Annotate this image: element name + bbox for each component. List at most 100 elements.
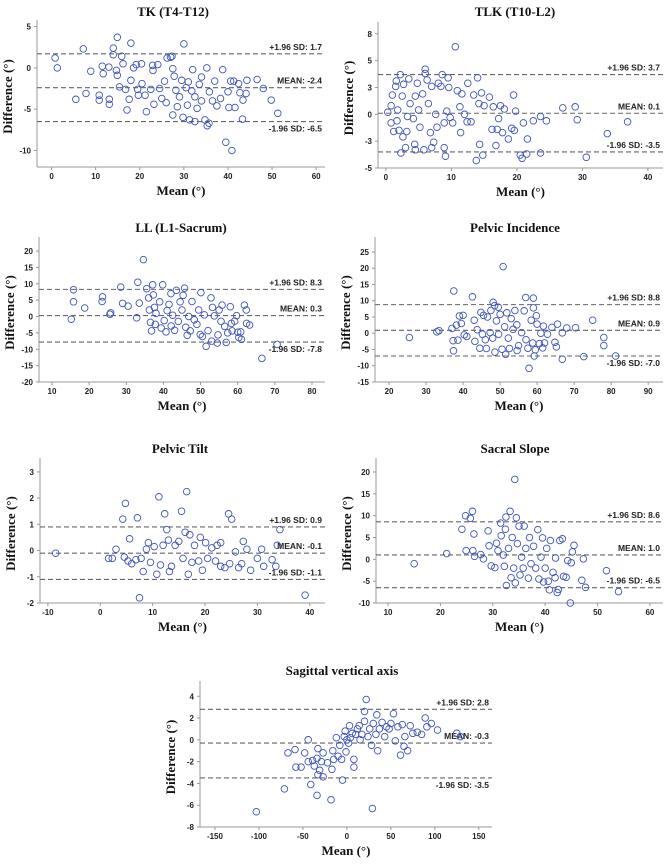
data-point [292, 763, 300, 771]
data-point [246, 566, 255, 574]
data-point [345, 721, 354, 730]
data-point [566, 599, 575, 607]
data-point [535, 575, 543, 583]
data-point [160, 77, 169, 85]
data-point [163, 54, 171, 62]
x-tick-label: 50 [386, 832, 395, 841]
data-point [464, 79, 472, 87]
data-point [524, 344, 532, 352]
data-point [509, 325, 517, 334]
data-point [454, 336, 462, 344]
data-point [125, 95, 133, 104]
data-point [492, 317, 501, 325]
data-point [472, 156, 481, 165]
data-point [496, 519, 505, 527]
data-point [529, 117, 538, 125]
data-point [194, 557, 203, 565]
data-point [401, 732, 409, 741]
data-point [449, 336, 457, 345]
y-axis-label: Difference (°) [3, 496, 18, 571]
data-point [558, 329, 567, 337]
data-point [458, 90, 466, 98]
data-point [500, 562, 509, 571]
data-point [211, 557, 220, 565]
data-point [253, 554, 262, 563]
x-tick-label: 40 [541, 608, 550, 617]
data-point [429, 138, 438, 146]
y-tick-label: 0 [30, 547, 35, 556]
x-tick-label: 40 [159, 387, 168, 396]
data-point [405, 333, 414, 342]
data-point [167, 289, 175, 298]
data-point [193, 320, 201, 329]
data-point [175, 537, 183, 546]
data-point [409, 114, 418, 123]
data-point [502, 581, 511, 590]
data-point [389, 709, 398, 718]
data-point [98, 297, 106, 306]
data-point [427, 82, 436, 91]
data-point [470, 316, 478, 324]
chart-title: Sagittal vertical axis [286, 663, 399, 678]
data-point [551, 554, 560, 562]
data-point [154, 60, 162, 69]
data-point [509, 91, 518, 99]
data-point [392, 77, 401, 85]
x-tick-label: 60 [233, 387, 242, 396]
data-point [356, 736, 364, 744]
data-point [420, 146, 428, 154]
x-axis-label: Mean (°) [495, 398, 544, 413]
data-point [475, 99, 483, 108]
data-point [489, 298, 497, 307]
data-point [119, 60, 127, 68]
data-point [258, 354, 266, 363]
data-point [416, 123, 424, 131]
data-point [319, 773, 327, 781]
data-point [421, 65, 429, 73]
data-point [533, 320, 541, 328]
data-point [360, 717, 369, 726]
data-point [234, 79, 243, 88]
data-point [221, 563, 229, 572]
data-point [172, 286, 181, 295]
data-point [423, 723, 431, 731]
data-point [237, 335, 246, 344]
data-point [544, 577, 553, 585]
data-point [414, 106, 423, 114]
chart-title: LL (L1-Sacrum) [135, 220, 226, 235]
y-tick-label: 0 [366, 555, 371, 564]
data-point [519, 119, 528, 127]
data-point [538, 534, 547, 542]
data-point [527, 559, 535, 568]
data-point [163, 525, 171, 534]
data-point [537, 553, 545, 561]
data-point [133, 85, 142, 94]
data-point [435, 326, 443, 335]
data-point [520, 307, 528, 315]
data-point [72, 95, 80, 104]
data-point [516, 571, 524, 579]
data-point [531, 346, 540, 354]
data-point [558, 535, 567, 543]
data-point [127, 559, 136, 568]
data-point [463, 332, 471, 341]
data-point [208, 97, 217, 105]
x-axis-label: Mean (°) [496, 184, 545, 199]
data-point [314, 770, 322, 779]
data-point [127, 39, 135, 47]
data-point [79, 45, 88, 53]
data-point [259, 84, 268, 93]
data-point [137, 554, 145, 563]
y-tick-label: 0 [29, 313, 34, 322]
data-point [276, 525, 284, 534]
data-point [139, 255, 148, 264]
data-point [179, 554, 187, 563]
data-point [226, 77, 235, 85]
data-point [552, 343, 561, 351]
y-tick-label: 25 [360, 248, 369, 257]
data-point [543, 330, 552, 338]
data-point [523, 135, 532, 143]
x-tick-label: 70 [570, 387, 579, 396]
data-point [337, 755, 346, 764]
data-point [218, 65, 227, 74]
